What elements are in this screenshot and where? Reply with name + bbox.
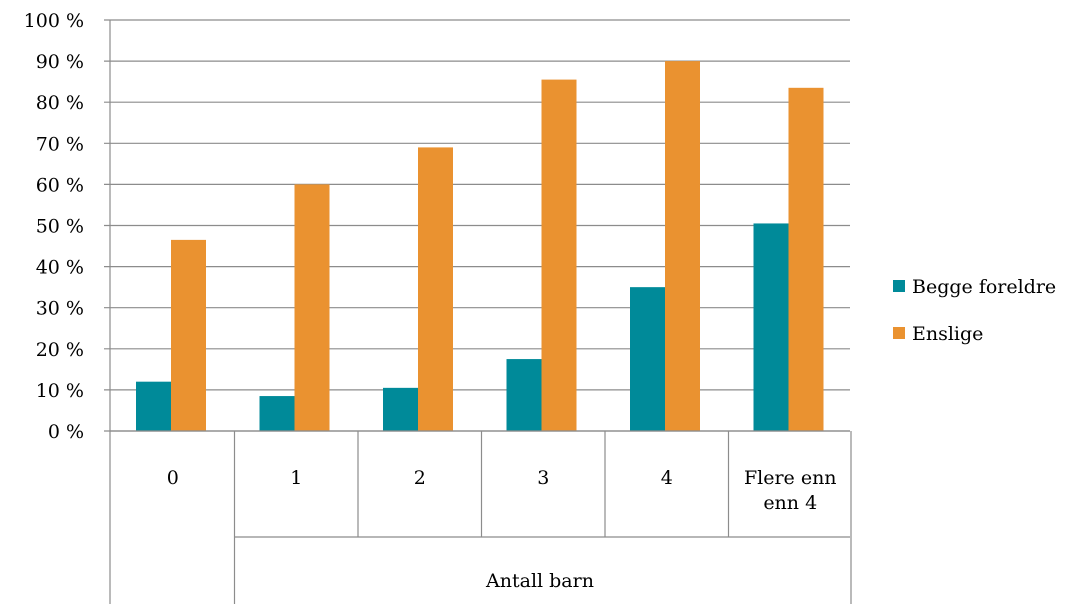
y-tick-label: 40 % [36, 257, 84, 279]
legend-swatch [893, 280, 905, 292]
x-tick-label: Flere enn enn 4 [744, 467, 837, 514]
bar-enslige [541, 79, 577, 431]
axes [109, 20, 852, 604]
legend: Begge foreldre Enslige [893, 276, 1056, 345]
x-tick-label: 3 [537, 467, 549, 489]
y-tick-label: 10 % [36, 380, 84, 402]
x-tick-label: 4 [661, 467, 673, 489]
y-tick-label: 50 % [36, 216, 84, 238]
x-tick-label: 1 [290, 467, 302, 489]
gridlines [104, 19, 850, 432]
y-tick-label: 60 % [36, 174, 84, 196]
bars [136, 61, 824, 431]
y-tick-label: 80 % [36, 92, 84, 114]
y-axis-tick-labels: 0 % 10 % 20 % 30 % 40 % 50 % 60 % 70 % 80 % 90 % 1… [24, 10, 84, 443]
y-tick-label: 90 % [36, 51, 84, 73]
y-tick-label: 70 % [36, 133, 84, 155]
bar-begge-foreldre [630, 287, 665, 431]
bar-begge-foreldre [383, 387, 418, 431]
y-tick-label: 30 % [36, 298, 84, 320]
bar-enslige [665, 61, 700, 431]
legend-label: Begge foreldre [912, 276, 1056, 298]
bar-enslige [294, 184, 330, 431]
x-tick-label: 0 [167, 467, 179, 489]
bar-begge-foreldre [136, 381, 171, 431]
x-axis-category-labels: 0 1 2 3 4 Flere enn enn 4 [167, 467, 837, 514]
y-tick-label: 20 % [36, 339, 84, 361]
legend-swatch [893, 327, 905, 339]
bar-begge-foreldre [753, 223, 789, 431]
x-tick-label: 2 [414, 467, 426, 489]
legend-label: Enslige [912, 323, 983, 345]
bar-enslige [788, 87, 824, 431]
bar-enslige [171, 239, 206, 431]
y-tick-label: 0 % [48, 421, 84, 443]
bar-enslige [418, 147, 453, 431]
bar-begge-foreldre [259, 396, 295, 431]
bar-begge-foreldre [506, 359, 542, 431]
y-tick-label: 100 % [24, 10, 84, 32]
x-axis-title: Antall barn [485, 570, 594, 592]
